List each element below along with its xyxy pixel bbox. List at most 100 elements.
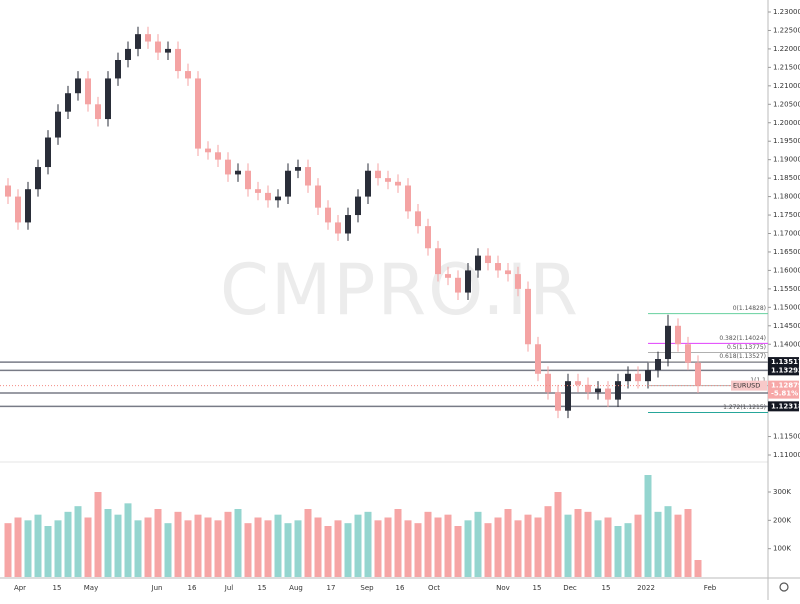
volume-bar xyxy=(134,520,142,577)
volume-bar xyxy=(224,511,232,577)
volume-bar xyxy=(564,514,572,577)
candle-body xyxy=(135,34,141,49)
y-tick-label: 1.14000 xyxy=(773,340,800,348)
volume-bar xyxy=(654,511,662,577)
volume-bar xyxy=(64,511,72,577)
volume-bar xyxy=(204,517,212,577)
candle-body xyxy=(355,196,361,216)
y-tick-label: 1.18000 xyxy=(773,193,800,201)
candle-body xyxy=(75,78,81,94)
candle-body xyxy=(465,270,471,293)
y2-tick-label: 100K xyxy=(773,545,791,553)
volume-bar xyxy=(324,526,332,577)
x-tick-label: Nov xyxy=(496,584,510,592)
volume-bar xyxy=(374,520,382,577)
candle-body xyxy=(475,255,481,271)
y-tick-label: 1.19500 xyxy=(773,137,800,145)
volume-bar xyxy=(394,509,402,577)
x-tick-label: 15 xyxy=(602,584,611,592)
volume-bar xyxy=(424,511,432,577)
candle-body xyxy=(195,78,201,149)
volume-bar xyxy=(474,511,482,577)
symbol-label: EURUSD xyxy=(733,382,760,390)
fib-label: 1.272(1.1215) xyxy=(723,404,766,411)
volume-bar xyxy=(54,520,62,577)
y-tick-label: 1.19000 xyxy=(773,156,800,164)
x-tick-label: 15 xyxy=(258,584,267,592)
x-tick-label: Sep xyxy=(360,584,374,592)
volume-bar xyxy=(384,517,392,577)
volume-bar xyxy=(584,511,592,577)
volume-bar xyxy=(514,520,522,577)
candle-body xyxy=(315,185,321,208)
volume-bar xyxy=(314,517,322,577)
volume-bar xyxy=(154,509,162,577)
candle-body xyxy=(365,170,371,197)
candle-body xyxy=(35,167,41,190)
candle-body xyxy=(395,181,401,186)
volume-bar xyxy=(674,514,682,577)
x-tick-label: 15 xyxy=(533,584,542,592)
candle-body xyxy=(275,196,281,201)
candle-body xyxy=(535,344,541,374)
candle-body xyxy=(555,392,561,411)
x-tick-label: 17 xyxy=(327,584,336,592)
candle-body xyxy=(685,344,691,363)
candle-body xyxy=(115,59,121,79)
candle-body xyxy=(595,388,601,393)
level-label: 1.12318 xyxy=(771,402,800,410)
candle-body xyxy=(15,196,21,223)
candle-body xyxy=(235,170,241,175)
candle-body xyxy=(385,178,391,182)
candle-body xyxy=(215,152,221,160)
change-label: -5.81% xyxy=(771,390,798,398)
volume-bar xyxy=(214,520,222,577)
volume-bar xyxy=(14,517,22,577)
volume-bar xyxy=(664,506,672,577)
x-tick-label: 16 xyxy=(396,584,405,592)
volume-bar xyxy=(444,514,452,577)
volume-bar xyxy=(34,514,42,577)
x-tick-label: 15 xyxy=(53,584,62,592)
candle-body xyxy=(205,148,211,153)
candle-body xyxy=(525,288,531,345)
gear[interactable] xyxy=(779,582,789,592)
candle-body xyxy=(625,373,631,382)
y-tick-label: 1.17500 xyxy=(773,211,800,219)
settings-icon[interactable] xyxy=(779,582,789,592)
fib-label: 0.618(1.13527) xyxy=(719,353,766,360)
y-tick-label: 1.17000 xyxy=(773,230,800,238)
volume-bar xyxy=(684,509,692,577)
y-tick-label: 1.20500 xyxy=(773,100,800,108)
y-tick-label: 1.15000 xyxy=(773,303,800,311)
volume-bar xyxy=(244,523,252,577)
volume-bar xyxy=(44,526,52,577)
candle-body xyxy=(345,215,351,234)
x-tick-label: Feb xyxy=(704,584,717,592)
last-price-box xyxy=(768,380,799,399)
x-tick-label: Jun xyxy=(151,584,163,592)
y-tick-label: 1.22500 xyxy=(773,26,800,34)
fib-label: 1(1.1 xyxy=(750,377,766,384)
candle-body xyxy=(405,185,411,212)
volume-bar xyxy=(404,520,412,577)
volume-bar xyxy=(124,503,132,577)
volume-bar xyxy=(504,509,512,577)
y-tick-label: 1.20000 xyxy=(773,119,800,127)
y-tick-label: 1.16000 xyxy=(773,266,800,274)
x-tick-label: Apr xyxy=(14,584,26,592)
volume-bar xyxy=(554,492,562,577)
y-tick-label: 1.21500 xyxy=(773,63,800,71)
candle-body xyxy=(565,381,571,411)
y-tick-label: 1.11000 xyxy=(773,451,800,459)
volume-bar xyxy=(184,520,192,577)
fib-label: 0.382(1.14024) xyxy=(719,335,766,342)
volume-bar xyxy=(234,509,242,577)
x-tick-label: Dec xyxy=(563,584,577,592)
candle-body xyxy=(665,325,671,360)
volume-bar xyxy=(524,514,532,577)
volume-bar xyxy=(334,520,342,577)
volume-bar xyxy=(194,514,202,577)
